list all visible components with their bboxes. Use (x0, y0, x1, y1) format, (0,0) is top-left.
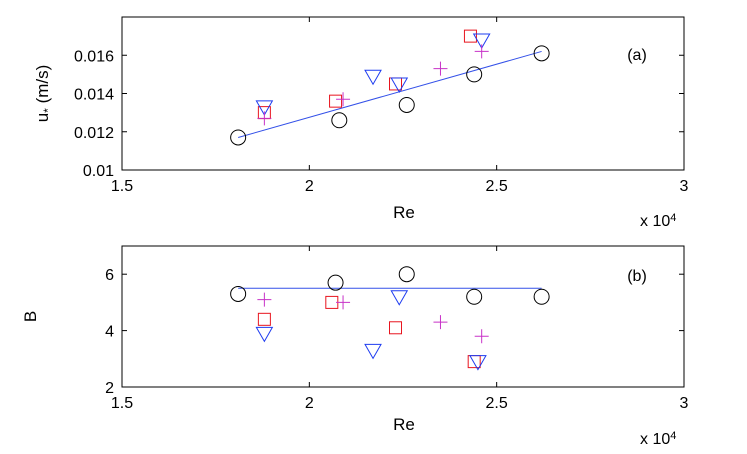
data-point-square (329, 94, 343, 108)
data-point-circle (466, 288, 483, 305)
chart-panel-a: 1.5 2 2.5 3 0.01 0.012 0.014 0.016 Re u* (m/s) x 1… (33, 16, 689, 230)
data-point-plus (336, 92, 351, 107)
y-tick-label: 2 (105, 380, 114, 397)
x-axis-label: Re (393, 203, 415, 222)
data-point-square (257, 312, 271, 326)
axes-box-b (121, 245, 685, 388)
y-axis-label: u* (m/s) (33, 65, 55, 123)
x-tick-label: 2 (305, 395, 314, 412)
data-point-triangle (364, 343, 382, 360)
x-tick-label: 3 (680, 395, 689, 412)
y-tick-label: 6 (105, 267, 114, 284)
data-point-plus (336, 295, 351, 310)
y-axis-label: B (21, 311, 40, 322)
x-tick-label: 2.5 (486, 178, 508, 195)
data-point-square (463, 29, 477, 43)
x-tick-label: 1.5 (111, 395, 133, 412)
data-point-triangle (390, 77, 409, 93)
y-tick-label: 0.01 (83, 163, 114, 180)
data-point-plus (257, 111, 272, 126)
x-axis-multiplier: x 104 (640, 430, 676, 448)
data-point-plus (474, 44, 489, 59)
data-point-square (467, 355, 481, 369)
y-tick-label: 0.014 (74, 87, 114, 104)
x-tick-label: 3 (680, 178, 689, 195)
y-tick-label: 0.016 (74, 48, 114, 65)
y-tick-label: 0.012 (74, 125, 114, 142)
data-point-circle (533, 45, 550, 62)
panel-label-b: (b) (627, 268, 647, 285)
data-point-plus (433, 61, 448, 76)
x-tick-label: 2.5 (486, 395, 508, 412)
data-point-circle (230, 285, 247, 302)
data-point-plus (433, 315, 448, 330)
data-point-circle (398, 96, 415, 113)
x-tick-label: 2 (305, 178, 314, 195)
data-point-circle (327, 274, 344, 291)
data-point-plus (474, 329, 489, 344)
data-point-circle (533, 288, 550, 305)
x-axis-multiplier: x 104 (640, 212, 676, 230)
data-point-circle (466, 66, 483, 83)
data-point-square (389, 77, 403, 91)
data-point-plus (257, 292, 272, 307)
panel-label-a: (a) (627, 47, 647, 64)
data-point-triangle (390, 290, 409, 306)
data-point-triangle (469, 355, 487, 371)
data-point-circle (398, 266, 415, 283)
axes-box-a (121, 16, 685, 171)
data-point-square (325, 295, 339, 309)
data-point-triangle (255, 100, 274, 116)
x-tick-label: 1.5 (111, 178, 133, 195)
data-point-circle (230, 129, 247, 146)
data-point-triangle (472, 33, 491, 49)
data-point-square (389, 321, 403, 335)
data-point-triangle (255, 326, 274, 343)
fit-line (238, 50, 542, 138)
data-point-triangle (364, 69, 382, 86)
y-tick-label: 4 (105, 324, 114, 341)
data-point-circle (331, 112, 348, 129)
x-axis-label: Re (393, 415, 415, 434)
